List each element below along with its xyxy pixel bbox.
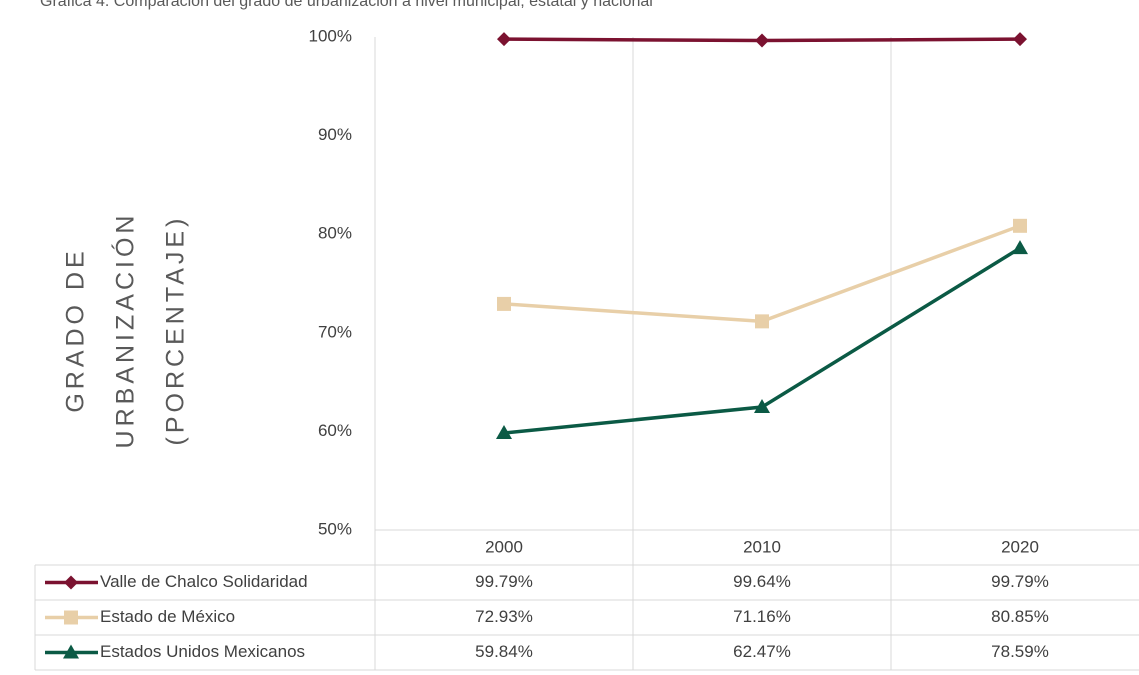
data-point: [497, 296, 511, 311]
table-cell: 78.59%: [991, 642, 1049, 661]
legend-label: Estados Unidos Mexicanos: [100, 642, 305, 661]
data-point: [1013, 32, 1027, 47]
y-axis-title: (PORCENTAJE): [162, 215, 190, 446]
y-tick-label: 100%: [309, 26, 352, 45]
table-cell: 99.79%: [991, 572, 1049, 591]
y-tick-label: 60%: [318, 421, 352, 440]
table-cell: 99.79%: [475, 572, 533, 591]
data-point: [754, 399, 770, 414]
y-tick-label: 70%: [318, 322, 352, 341]
table-cell: 59.84%: [475, 642, 533, 661]
data-point: [1013, 218, 1027, 233]
y-tick-label: 50%: [318, 519, 352, 538]
y-tick-label: 90%: [318, 125, 352, 144]
data-point: [497, 32, 511, 47]
data-point: [755, 314, 769, 329]
table-cell: 99.64%: [733, 572, 791, 591]
series-line: [503, 224, 1021, 324]
x-tick-label: 2000: [485, 537, 523, 556]
chart-title: Gráfica 4. Comparación del grado de urba…: [40, 0, 653, 10]
x-tick-label: 2020: [1001, 537, 1039, 556]
table-cell: 71.16%: [733, 607, 791, 626]
data-point: [755, 33, 769, 48]
legend-marker: [64, 610, 78, 625]
table-cell: 80.85%: [991, 607, 1049, 626]
table-cell: 72.93%: [475, 607, 533, 626]
legend-label: Estado de México: [100, 607, 235, 626]
table-cell: 62.47%: [733, 642, 791, 661]
y-axis-title: URBANIZACIÓN: [111, 212, 140, 449]
y-tick-label: 80%: [318, 224, 352, 243]
y-axis-title: GRADO DE: [62, 247, 90, 412]
data-point: [1012, 240, 1028, 255]
legend-label: Valle de Chalco Solidaridad: [100, 572, 308, 591]
data-point: [496, 424, 512, 439]
legend-marker: [63, 644, 79, 659]
x-tick-label: 2010: [743, 537, 781, 556]
legend-marker: [64, 575, 78, 590]
